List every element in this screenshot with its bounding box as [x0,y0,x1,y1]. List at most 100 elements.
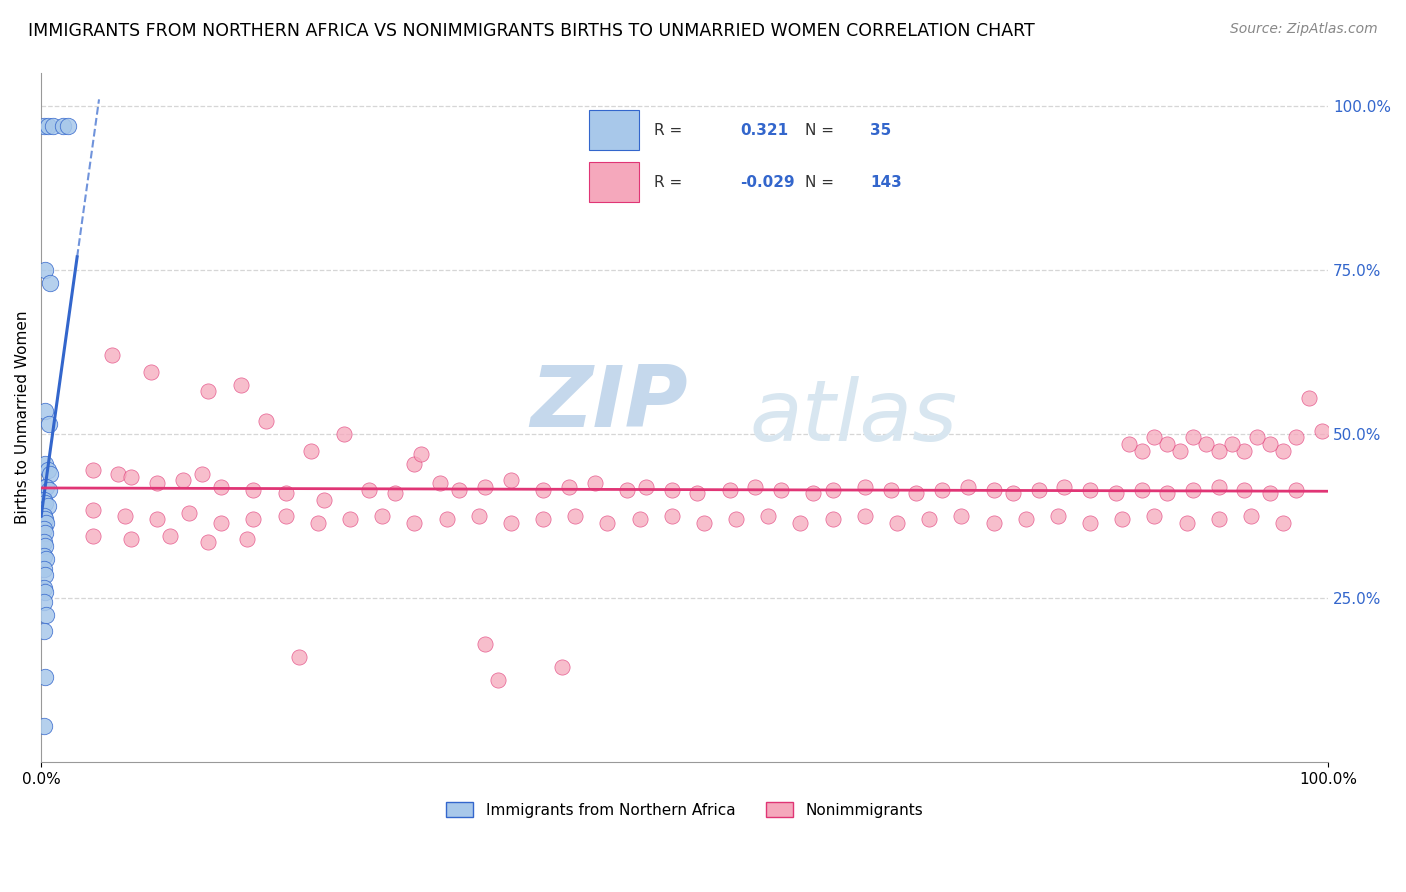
Text: Source: ZipAtlas.com: Source: ZipAtlas.com [1230,22,1378,37]
Point [32,522,55,536]
Point [1220,437,1243,451]
Point [1246,430,1268,444]
Point [1130,443,1153,458]
Point [172,473,194,487]
Point [34,568,56,582]
Point [467,509,489,524]
Point [499,473,522,487]
Point [32,492,55,507]
Point [436,512,458,526]
Point [32,509,55,524]
Point [52,119,75,133]
Point [409,447,432,461]
Point [274,509,297,524]
Point [1156,437,1178,451]
Point [956,480,979,494]
Point [801,486,824,500]
Point [41,119,63,133]
Point [1046,509,1069,524]
Text: atlas: atlas [749,376,957,459]
Point [628,512,651,526]
Point [583,476,606,491]
Point [886,516,908,530]
Point [1258,486,1281,500]
Point [821,512,844,526]
Point [209,516,232,530]
Point [686,486,709,500]
Point [34,457,56,471]
Point [35,516,58,530]
Point [32,719,55,733]
Point [1175,516,1198,530]
Point [449,483,471,497]
Point [1028,483,1050,497]
Point [107,467,129,481]
Point [38,417,60,432]
Point [404,516,426,530]
Point [879,483,901,497]
Point [34,512,56,526]
Point [242,512,264,526]
Point [139,365,162,379]
Point [1143,430,1166,444]
Point [1258,437,1281,451]
Point [236,532,259,546]
Point [39,276,62,290]
Point [429,476,451,491]
Point [191,467,214,481]
Point [983,483,1005,497]
Point [770,483,793,497]
Point [661,509,683,524]
Point [101,348,124,362]
Point [1285,430,1308,444]
Point [1310,424,1333,438]
Point [756,509,779,524]
Point [486,673,509,688]
Point [1272,443,1295,458]
Point [1015,512,1038,526]
Point [32,594,55,608]
Point [404,457,426,471]
Point [37,463,59,477]
Point [359,483,381,497]
Point [229,377,252,392]
Point [34,539,56,553]
Point [1233,483,1256,497]
Point [1130,483,1153,497]
Point [531,512,554,526]
Point [299,443,322,458]
Point [474,480,496,494]
Point [718,483,741,497]
Point [1168,443,1191,458]
Point [242,483,264,497]
Point [1001,486,1024,500]
Point [32,119,55,133]
Point [197,535,219,549]
Point [32,582,55,596]
Point [1105,486,1128,500]
Point [1195,437,1218,451]
Point [384,486,406,500]
Point [82,463,104,477]
Point [1078,483,1101,497]
Point [37,500,59,514]
Point [1111,512,1133,526]
Point [1208,480,1230,494]
Point [634,480,657,494]
Point [34,584,56,599]
Point [35,480,58,494]
Text: ZIP: ZIP [530,362,688,445]
Point [32,624,55,639]
Point [34,404,56,418]
Point [1078,516,1101,530]
Point [159,529,181,543]
Point [499,516,522,530]
Point [37,119,59,133]
Point [274,486,297,500]
Point [1285,483,1308,497]
Point [120,532,142,546]
Point [983,516,1005,530]
Point [371,509,394,524]
Point [551,660,574,674]
Point [1272,516,1295,530]
